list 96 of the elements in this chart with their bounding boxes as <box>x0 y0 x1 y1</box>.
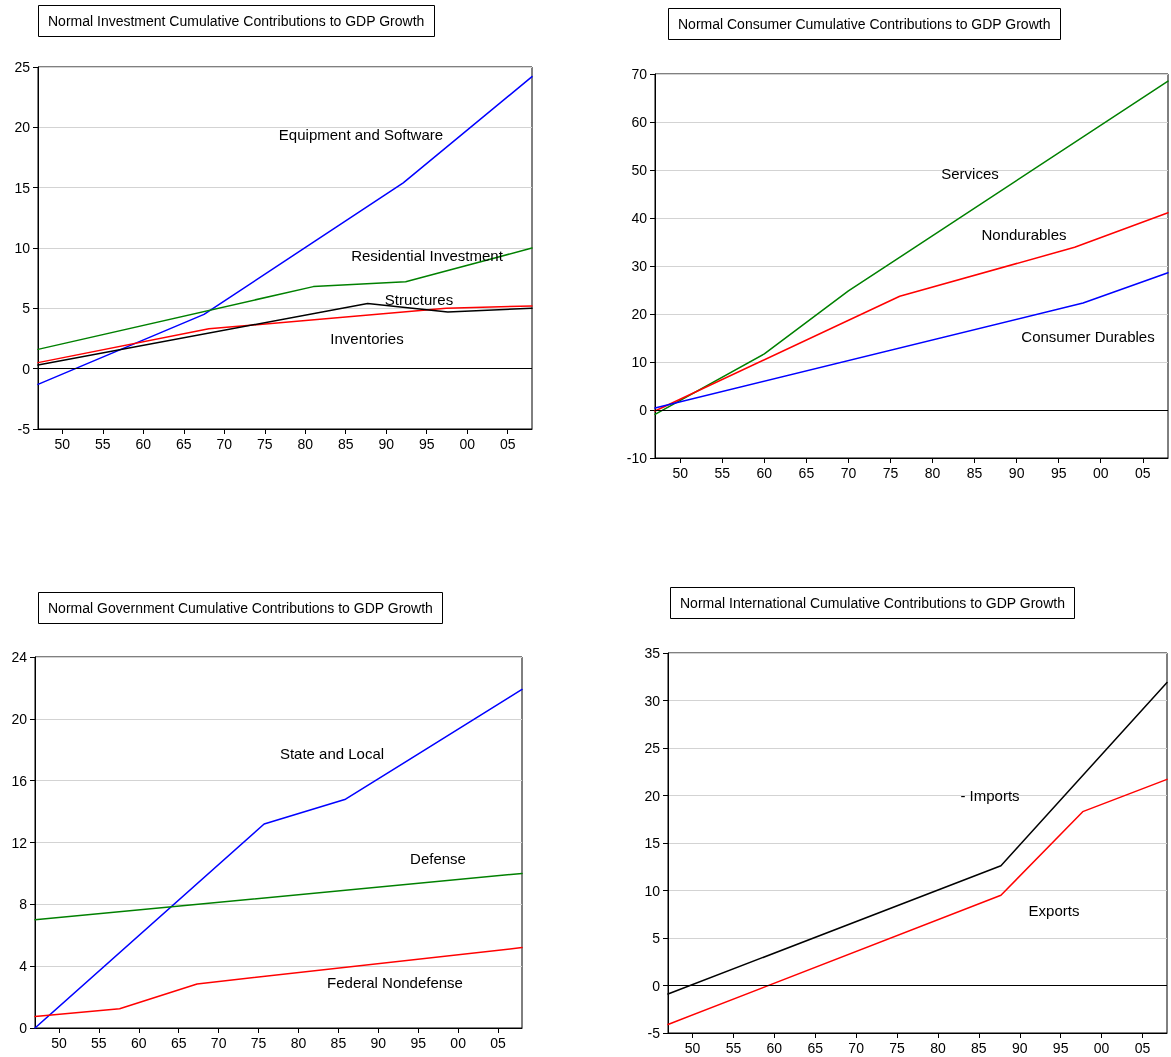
x-tick-label: 00 <box>450 1035 467 1051</box>
y-tick-label: 4 <box>19 958 28 975</box>
y-tick-label: 25 <box>644 740 661 756</box>
y-tick-label: 5 <box>22 300 31 317</box>
x-tick-label: 75 <box>889 1040 906 1056</box>
x-tick-label: 95 <box>1052 1040 1069 1056</box>
y-tick-label: 5 <box>652 930 661 946</box>
x-tick-label: 85 <box>330 1035 347 1051</box>
y-tick-label: 20 <box>631 306 648 322</box>
annotation: Defense <box>410 849 466 867</box>
annotation: State and Local <box>279 744 385 762</box>
x-tick-label: 90 <box>1011 1040 1028 1056</box>
x-tick-label: 00 <box>1093 1040 1110 1056</box>
x-tick-label: 70 <box>848 1040 865 1056</box>
x-tick-label: 05 <box>499 436 516 452</box>
x-tick-label: 50 <box>51 1035 67 1051</box>
annotation: Exports <box>1028 901 1080 919</box>
x-tick-label: 95 <box>410 1035 427 1051</box>
annotation: Services <box>941 164 999 182</box>
x-tick-label: 70 <box>840 465 857 481</box>
x-tick-label: 55 <box>725 1040 742 1056</box>
x-tick-label: 55 <box>91 1035 107 1051</box>
y-tick-label: 10 <box>14 240 31 256</box>
y-tick-label: 35 <box>644 645 661 661</box>
x-tick-label: 50 <box>684 1040 701 1056</box>
y-tick-label: 12 <box>11 834 28 851</box>
chart-title: Normal Government Cumulative Contributions to GDP Growth <box>48 600 433 616</box>
x-tick-label: 90 <box>378 436 395 452</box>
y-tick-label: 0 <box>639 402 648 418</box>
x-tick-label: 75 <box>250 1035 267 1051</box>
y-tick-label: 60 <box>631 114 648 130</box>
x-tick-label: 65 <box>175 436 192 452</box>
x-tick-label: 50 <box>672 465 689 481</box>
x-tick-label: 85 <box>966 465 983 481</box>
annotation: Structures <box>384 290 454 308</box>
annotation: Federal Nondefense <box>327 973 463 991</box>
x-tick-label: 60 <box>135 436 152 452</box>
y-tick-label: 15 <box>644 835 661 851</box>
y-tick-label: 30 <box>644 692 661 709</box>
x-tick-label: 70 <box>210 1035 227 1051</box>
x-tick-label: 95 <box>418 436 435 452</box>
x-tick-label: 05 <box>1134 1040 1151 1056</box>
x-tick-label: 00 <box>459 436 476 452</box>
x-tick-label: 55 <box>714 465 731 481</box>
x-tick-label: 85 <box>337 436 354 452</box>
chart-title: Normal International Cumulative Contributions to GDP Growth <box>680 595 1065 611</box>
x-tick-label: 05 <box>490 1035 507 1051</box>
x-tick-label: 65 <box>170 1035 187 1051</box>
y-tick-label: 40 <box>631 210 648 226</box>
y-tick-label: -10 <box>626 450 648 466</box>
annotation: Inventories <box>330 329 404 347</box>
chart-title: Normal Consumer Cumulative Contributions to GDP Growth <box>678 16 1051 32</box>
y-tick-label: 15 <box>14 179 31 196</box>
x-tick-label: 65 <box>807 1040 824 1056</box>
y-tick-label: -5 <box>647 1025 661 1041</box>
x-tick-label: 55 <box>95 436 111 452</box>
x-tick-label: 75 <box>256 436 273 452</box>
x-tick-label: 90 <box>1008 465 1025 481</box>
x-tick-label: 95 <box>1050 465 1067 481</box>
y-tick-label: 30 <box>631 258 648 274</box>
y-tick-label: 0 <box>19 1020 28 1036</box>
y-tick-label: 10 <box>631 354 648 370</box>
y-tick-label: 20 <box>14 119 31 136</box>
y-tick-label: -5 <box>17 421 31 437</box>
x-tick-label: 90 <box>370 1035 387 1051</box>
y-tick-label: 16 <box>11 772 28 789</box>
x-tick-label: 65 <box>798 465 815 481</box>
annotation: Nondurables <box>981 225 1067 243</box>
x-tick-label: 60 <box>131 1035 147 1051</box>
y-tick-label: 0 <box>22 360 31 377</box>
y-tick-label: 8 <box>19 896 28 913</box>
y-tick-label: 20 <box>11 710 28 727</box>
annotation: Residential Investment <box>351 246 504 264</box>
y-tick-label: 20 <box>644 787 661 804</box>
x-tick-label: 50 <box>54 436 71 452</box>
x-tick-label: 80 <box>924 465 941 481</box>
y-tick-label: 50 <box>631 162 648 178</box>
y-tick-label: 70 <box>631 66 648 82</box>
y-tick-label: 0 <box>652 977 661 994</box>
y-tick-label: 10 <box>644 882 661 899</box>
x-tick-label: 60 <box>756 465 773 481</box>
y-tick-label: 25 <box>14 59 31 75</box>
x-tick-label: 80 <box>290 1035 307 1051</box>
annotation: Consumer Durables <box>1021 327 1155 345</box>
x-tick-label: 60 <box>766 1040 783 1056</box>
annotation: - Imports <box>960 786 1020 804</box>
x-tick-label: 85 <box>971 1040 987 1056</box>
y-tick-label: 24 <box>11 649 28 665</box>
x-tick-label: 70 <box>216 436 233 452</box>
annotation: Equipment and Software <box>278 125 444 143</box>
x-tick-label: 05 <box>1134 465 1151 481</box>
chart-title: Normal Investment Cumulative Contributions to GDP Growth <box>48 13 425 29</box>
x-tick-label: 75 <box>882 465 899 481</box>
x-tick-label: 80 <box>297 436 314 452</box>
x-tick-label: 00 <box>1092 465 1109 481</box>
x-tick-label: 80 <box>930 1040 946 1056</box>
